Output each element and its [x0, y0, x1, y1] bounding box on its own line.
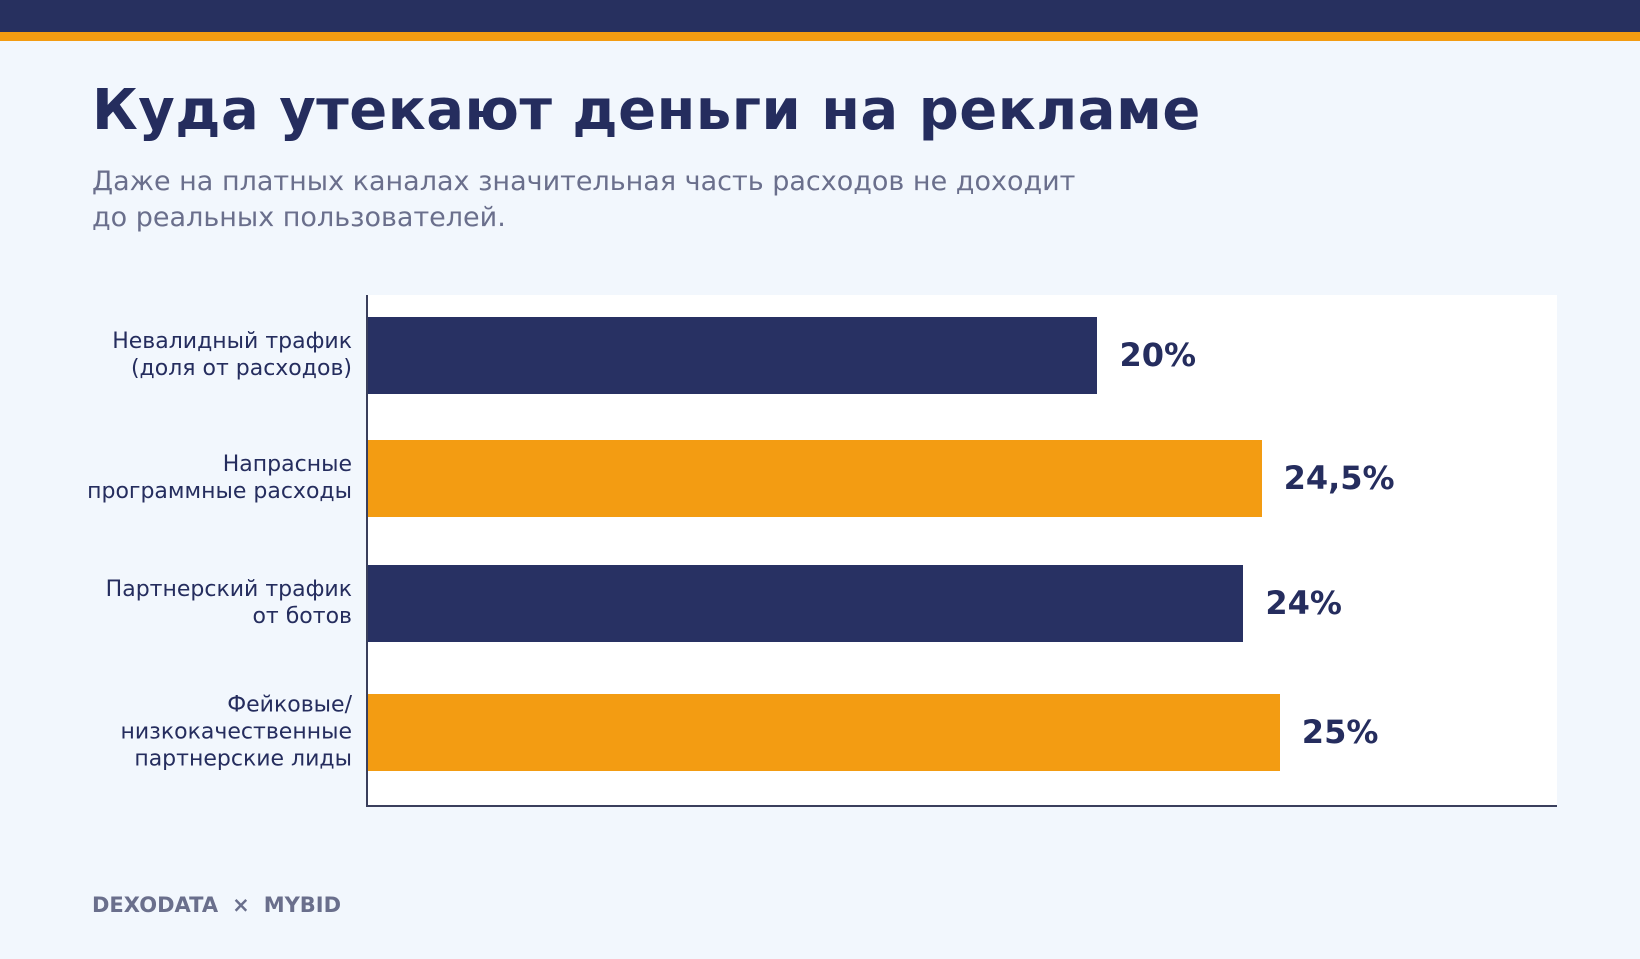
bar-value-label-2: 24,5%: [1283, 459, 1395, 497]
category-label-1: Невалидный трафик (доля от расходов): [112, 329, 352, 381]
page-subtitle: Даже на платных каналах значительная час…: [92, 166, 1076, 233]
bar-3: [368, 564, 1244, 642]
header-band: [0, 0, 1640, 32]
brand-separator: ×: [232, 893, 250, 917]
bar-2: [368, 439, 1262, 517]
page-title: Куда утекают деньги на рекламе: [92, 78, 1201, 143]
bar-value-label-4: 25%: [1301, 713, 1379, 751]
brand-mybid: MYBID: [263, 893, 342, 917]
brand-dexodata: DEXODATA: [92, 893, 219, 917]
bar-value-label-1: 20%: [1119, 336, 1197, 374]
footer-brands: DEXODATA × MYBID: [92, 893, 341, 917]
bar-value-label-3: 24%: [1265, 584, 1342, 622]
header-accent-stripe: [0, 32, 1640, 41]
bar-4: [368, 693, 1280, 771]
x-axis-line: [366, 805, 1557, 807]
category-label-2: Напрасные программные расходы: [87, 452, 352, 504]
category-label-4: Фейковые/ низкокачественные партнерские …: [120, 692, 352, 772]
y-axis-line: [366, 295, 368, 806]
bar-1: [368, 316, 1098, 394]
category-label-3: Партнерский трафик от ботов: [105, 577, 352, 629]
